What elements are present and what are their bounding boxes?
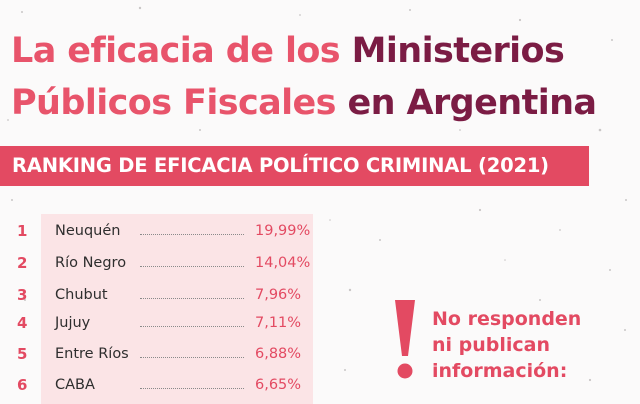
- dotted-leader: [140, 234, 244, 235]
- dotted-leader: [140, 326, 244, 327]
- province-name: Entre Ríos: [55, 346, 129, 362]
- page-title: La eficacia de los Ministerios Públicos …: [11, 25, 597, 129]
- ranking-row: 3 Chubut 7,96%: [0, 281, 320, 309]
- dotted-leader: [140, 266, 244, 267]
- no-response-notice: No responden ni publican información:: [432, 306, 581, 384]
- province-name: Chubut: [55, 287, 108, 303]
- province-name: CABA: [55, 377, 95, 393]
- efficacy-value: 6,88%: [255, 346, 302, 362]
- rank-number: 1: [17, 222, 28, 240]
- efficacy-value: 7,96%: [255, 287, 302, 303]
- title-line2-part2: en Argentina: [347, 83, 597, 123]
- ranking-row: 1 Neuquén 19,99%: [0, 217, 320, 245]
- rank-number: 5: [17, 345, 28, 363]
- ranking-row: 6 CABA 6,65%: [0, 371, 320, 399]
- rank-number: 3: [17, 286, 28, 304]
- title-line1-part2: Ministerios: [351, 31, 565, 71]
- ranking-row: 4 Jujuy 7,11%: [0, 309, 320, 337]
- dotted-leader: [140, 388, 244, 389]
- ranking-row: 2 Río Negro 14,04%: [0, 249, 320, 277]
- notice-line3: información:: [432, 360, 568, 382]
- efficacy-value: 6,65%: [255, 377, 302, 393]
- notice-line2: ni publican: [432, 334, 551, 356]
- title-line1-part1: La eficacia de los: [11, 31, 352, 71]
- title-line2-part1: Públicos Fiscales: [11, 83, 348, 123]
- efficacy-value: 19,99%: [255, 223, 311, 239]
- efficacy-value: 14,04%: [255, 255, 311, 271]
- dotted-leader: [140, 298, 244, 299]
- province-name: Río Negro: [55, 255, 127, 271]
- ranking-table-background: [41, 214, 313, 404]
- ranking-banner: RANKING DE EFICACIA POLÍTICO CRIMINAL (2…: [0, 146, 589, 186]
- dotted-leader: [140, 357, 244, 358]
- notice-line1: No responden: [432, 308, 582, 330]
- province-name: Jujuy: [55, 315, 91, 331]
- efficacy-value: 7,11%: [255, 315, 302, 331]
- ranking-row: 5 Entre Ríos 6,88%: [0, 340, 320, 368]
- rank-number: 2: [17, 254, 28, 272]
- province-name: Neuquén: [55, 223, 121, 239]
- exclamation-icon: [395, 300, 415, 379]
- rank-number: 4: [17, 314, 28, 332]
- rank-number: 6: [17, 376, 28, 394]
